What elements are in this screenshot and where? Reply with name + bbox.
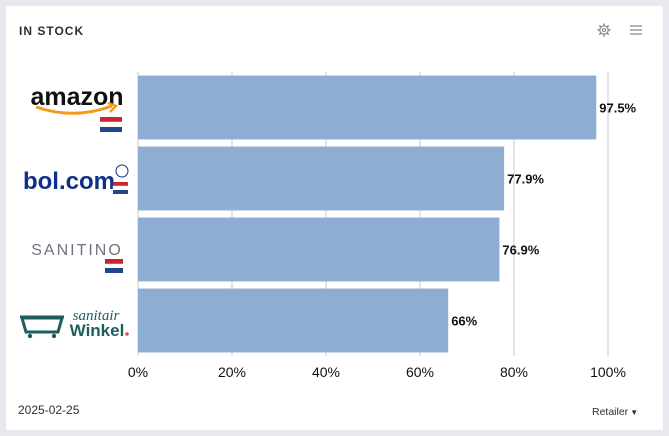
caret-down-icon: ▼ bbox=[630, 408, 639, 417]
bar-3[interactable] bbox=[138, 288, 449, 353]
bar-data-label: 77.9% bbox=[507, 172, 544, 187]
bar-data-label: 66% bbox=[451, 314, 477, 329]
snapshot-date: 2025-02-25 bbox=[18, 403, 80, 417]
data-labels: 97.5% 77.9% 76.9% 66% bbox=[451, 101, 636, 329]
retailer-dropdown-button[interactable]: Retailer ▼ bbox=[592, 406, 638, 418]
retailer-dropdown-label: Retailer bbox=[592, 406, 629, 418]
x-tick-label: 60% bbox=[406, 364, 434, 380]
logo-text: Winkel bbox=[70, 321, 125, 340]
bolcom-badge-icon bbox=[115, 164, 129, 178]
bar-data-label: 97.5% bbox=[599, 101, 636, 116]
bar-data-label: 76.9% bbox=[502, 243, 539, 258]
x-tick-label: 0% bbox=[128, 364, 148, 380]
retailer-logo-amazon: amazon bbox=[30, 83, 124, 115]
amazon-smile-icon bbox=[35, 104, 113, 115]
bathtub-icon bbox=[20, 316, 64, 334]
bar-1[interactable] bbox=[138, 146, 505, 211]
retailer-logo-bolcom: bol.com bbox=[23, 164, 129, 195]
netherlands-flag-icon bbox=[99, 117, 123, 132]
x-tick-label: 100% bbox=[590, 364, 626, 380]
logo-text: SANITINO bbox=[31, 242, 123, 259]
x-tick-label: 80% bbox=[500, 364, 528, 380]
bars bbox=[138, 75, 597, 353]
widget-title: IN STOCK bbox=[19, 24, 85, 38]
retailer-logo-sanitino: SANITINO bbox=[31, 242, 123, 259]
hamburger-menu-icon[interactable] bbox=[629, 23, 643, 37]
x-tick-label: 40% bbox=[312, 364, 340, 380]
bar-2[interactable] bbox=[138, 217, 500, 282]
x-tick-label: 20% bbox=[218, 364, 246, 380]
x-axis-ticks: 0% 20% 40% 60% 80% 100% bbox=[128, 364, 626, 380]
netherlands-flag-icon bbox=[112, 182, 129, 194]
logo-text: bol.com bbox=[23, 168, 115, 195]
netherlands-flag-icon bbox=[104, 259, 124, 273]
retailer-logo-sanitair-winkel: sanitair Winkel bbox=[20, 308, 129, 340]
logo-text: sanitair bbox=[73, 308, 120, 324]
bar-0[interactable] bbox=[138, 75, 597, 140]
gear-icon[interactable] bbox=[597, 23, 611, 37]
